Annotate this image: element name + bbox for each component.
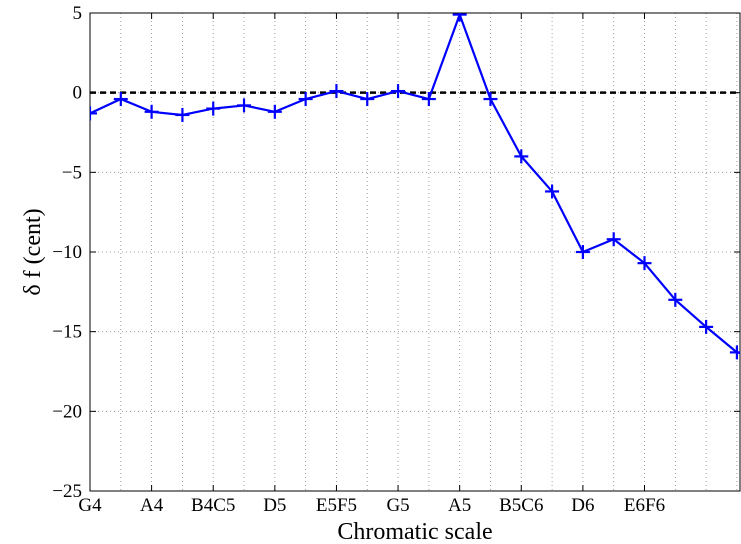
- y-tick-label: −5: [62, 162, 82, 183]
- axes-layer: G4 A4 B4C5 D5 E5F5 G5 A5 B5C6 D6 E6F6 5 0 −5 −10 −15 −2…: [52, 3, 741, 516]
- data-point-marker: [113, 92, 128, 107]
- data-point-marker: [391, 84, 406, 99]
- x-tick-label: A5: [448, 495, 471, 516]
- x-tick-label: G4: [78, 495, 102, 516]
- x-tick-label: E5F5: [316, 495, 357, 516]
- data-point-marker: [360, 92, 375, 107]
- x-tick-label: E6F6: [624, 495, 665, 516]
- data-point-marker: [90, 106, 97, 121]
- data-point-marker: [514, 149, 529, 164]
- x-axis-label: Chromatic scale: [337, 519, 492, 544]
- series-layer: [90, 13, 740, 360]
- y-tick-label: 5: [73, 3, 83, 24]
- data-point-marker: [144, 104, 159, 119]
- y-tick-label: −15: [52, 322, 82, 343]
- x-tick-label: B5C6: [499, 495, 543, 516]
- data-point-marker: [175, 107, 190, 122]
- data-point-marker: [606, 232, 621, 247]
- data-point-marker: [452, 13, 467, 22]
- x-tick-label: D5: [263, 495, 286, 516]
- x-tick-label: A4: [140, 495, 164, 516]
- data-point-marker: [206, 101, 221, 116]
- y-tick-label: −20: [52, 401, 82, 422]
- data-point-marker: [483, 92, 498, 107]
- data-point-marker: [267, 104, 282, 119]
- series-line: [90, 13, 740, 355]
- data-point-marker: [545, 184, 560, 199]
- data-point-marker: [729, 345, 740, 360]
- data-point-marker: [699, 319, 714, 334]
- x-tick-label: B4C5: [191, 495, 235, 516]
- y-tick-label: −10: [52, 242, 82, 263]
- x-tick-label: D6: [571, 495, 594, 516]
- data-point-marker: [637, 256, 652, 271]
- y-tick-label: −25: [52, 481, 82, 502]
- y-axis-label: δ f (cent): [20, 208, 46, 295]
- y-tick-label: 0: [73, 83, 83, 104]
- data-point-marker: [298, 92, 313, 107]
- data-point-marker: [575, 245, 590, 259]
- data-point-marker: [329, 84, 344, 99]
- data-point-marker: [668, 292, 683, 307]
- grid-layer: [89, 12, 740, 492]
- data-point-marker: [421, 92, 436, 107]
- data-point-marker: [237, 98, 252, 113]
- x-tick-label: G5: [386, 495, 409, 516]
